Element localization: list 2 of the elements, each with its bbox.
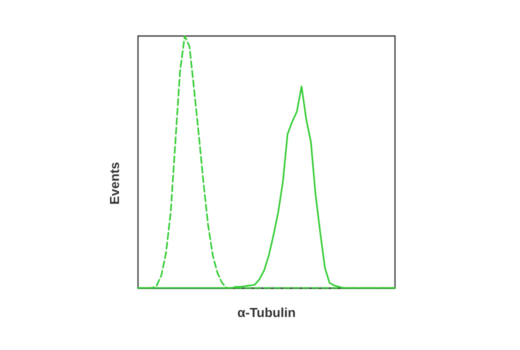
x-axis-title: α-Tubulin xyxy=(237,305,296,320)
y-axis-title: Events xyxy=(107,162,122,205)
